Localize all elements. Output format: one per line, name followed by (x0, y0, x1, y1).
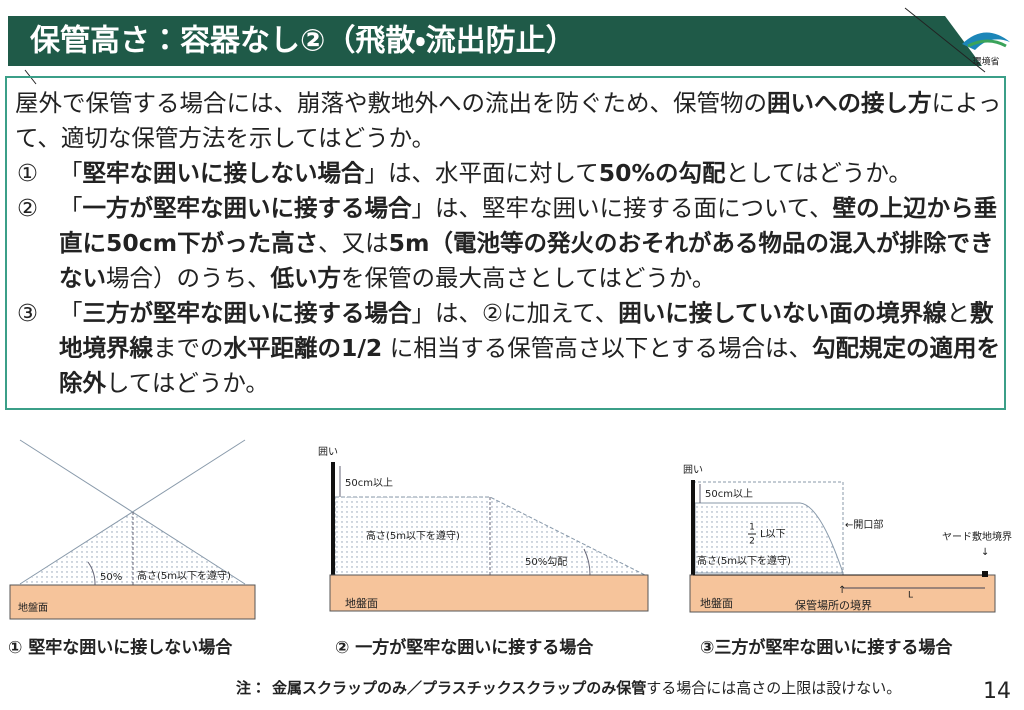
text: 屋外で保管する場合には、崩落や敷地外への流出を防ぐため、保管物の (15, 89, 767, 117)
bold-text: 三方が堅牢な囲いに接する場合 (82, 299, 412, 327)
text: と (946, 299, 971, 327)
item: ③ 「三方が堅牢な囲いに接する場合」は、②に加えて、囲いに接していない面の境界線と… (15, 296, 1004, 401)
label: 地盤面 (700, 597, 733, 610)
note-rest: する場合には高さの上限は設けない。 (646, 679, 901, 697)
text: 「 (59, 159, 83, 187)
label: 50cm以上 (705, 488, 753, 500)
text: してはどうか。 (106, 369, 269, 397)
pile (334, 496, 646, 576)
text: 」は、水平面に対して (364, 159, 599, 187)
text: 場合）のうち、 (106, 264, 271, 292)
note-label: 注： (236, 679, 266, 697)
angle-arc (87, 561, 96, 586)
label: ヤード敷地境界 (942, 530, 1012, 543)
label: ↓ (981, 547, 989, 558)
note-bold: 金属スクラップのみ／プラスチックスクラップのみ保管 (272, 679, 646, 697)
item: ② 「一方が堅牢な囲いに接する場合」は、堅牢な囲いに接する面について、壁の上辺から… (15, 191, 1004, 296)
page-number: 14 (983, 679, 1011, 704)
logo-label: 環境省 (972, 56, 999, 68)
label: 高さ(5m以下を遵守) (697, 554, 791, 567)
label: 保管場所の境界 (795, 598, 872, 612)
text: によって、適切な保管方法を示してはどうか。 (15, 89, 1002, 152)
header-bar (8, 16, 982, 66)
footer-note: 注： 金属スクラップのみ／プラスチックスクラップのみ保管する場合には高さの上限は設… (236, 679, 901, 697)
bold-text: 50%の勾配 (598, 159, 726, 187)
text: 」は、②に加えて、 (411, 299, 619, 327)
angle-arc (583, 548, 591, 576)
item-marker: ② (17, 194, 39, 222)
label: ↑ (838, 585, 846, 596)
label: 囲い (318, 446, 338, 458)
item-marker: ③ (17, 299, 39, 327)
label: 2 (749, 537, 755, 547)
text: としてはどうか。 (725, 159, 912, 187)
caption: ① 堅牢な囲いに接しない場合 (8, 637, 233, 658)
title: 保管高さ：容器なし②（飛散・流出防止） (30, 24, 576, 59)
figure-2: 囲い 50cm以上 高さ(5m以下を遵守) 50%勾配 地盤面 ② 一方が堅牢な… (318, 446, 649, 658)
bold-text: 囲いへの接し方 (767, 89, 932, 117)
intro-paragraph: 屋外で保管する場合には、崩落や敷地外への流出を防ぐため、保管物の囲いへの接し方に… (15, 86, 1004, 156)
label: 50%勾配 (525, 555, 567, 568)
yard-marker (982, 571, 988, 577)
item-marker: ① (17, 159, 39, 187)
ground (689, 574, 996, 613)
label: 50% (100, 572, 122, 583)
bold-text: 一方が堅牢な囲いに接する場合 (82, 194, 412, 222)
item-list: ① 「堅牢な囲いに接しない場合」は、水平面に対して50%の勾配としてはどうか。 ② 「… (15, 156, 1004, 401)
item: ① 「堅牢な囲いに接しない場合」は、水平面に対して50%の勾配としてはどうか。 (15, 156, 1004, 191)
caption: ③三方が堅牢な囲いに接する場合 (700, 637, 953, 658)
bold-text: 囲いに接していない面の境界線 (618, 299, 947, 327)
label: ←開口部 (845, 519, 883, 531)
text: に相当する保管高さ以下とする場合は、 (382, 334, 813, 362)
label: 地盤面 (18, 601, 48, 614)
logo-wave (967, 39, 1007, 48)
ground (329, 574, 649, 612)
bold-text: 水平距離の1/2 (223, 334, 383, 362)
bold-text: 堅牢な囲いに接しない場合 (82, 159, 365, 187)
label: 高さ(5m以下を遵守) (366, 529, 460, 542)
bold-text: 勾配規定の適用を除外 (59, 334, 1001, 397)
text-box: 屋外で保管する場合には、崩落や敷地外への流出を防ぐため、保管物の囲いへの接し方に… (5, 76, 1006, 410)
bold-text: 5m（電池等の発火のおそれがある物品の混入が排除できない (59, 229, 994, 292)
label: 地盤面 (345, 597, 378, 610)
header-line (904, 7, 986, 73)
bold-text: 壁の上辺から垂直に50cm下がった高さ (59, 194, 998, 257)
text: 、又は (318, 229, 389, 257)
label: 高さ(5m以下を遵守) (137, 569, 231, 582)
figure-1: 50% 高さ(5m以下を遵守) 地盤面 ① 堅牢な囲いに接しない場合 (8, 439, 256, 658)
figure-3: 囲い 50cm以上 1 2 L以下 高さ(5m以下を遵守) ←開口部 ヤード敷地… (683, 464, 1012, 658)
label: L以下 (760, 529, 786, 540)
label: 1 (749, 523, 755, 533)
pile (694, 502, 844, 574)
text: 「 (59, 299, 83, 327)
ground (9, 584, 256, 620)
caption: ② 一方が堅牢な囲いに接する場合 (335, 637, 594, 658)
label: 囲い (683, 464, 703, 476)
text: までの (153, 334, 224, 362)
text: 」は、堅牢な囲いに接する面について、 (411, 194, 833, 222)
bold-text: 敷地境界線 (59, 299, 994, 362)
label: L (908, 591, 913, 601)
text: 「 (59, 194, 83, 222)
bold-text: 低い方 (270, 264, 342, 292)
text: を保管の最大高さとしてはどうか。 (341, 264, 716, 292)
label: 50cm以上 (345, 477, 393, 489)
